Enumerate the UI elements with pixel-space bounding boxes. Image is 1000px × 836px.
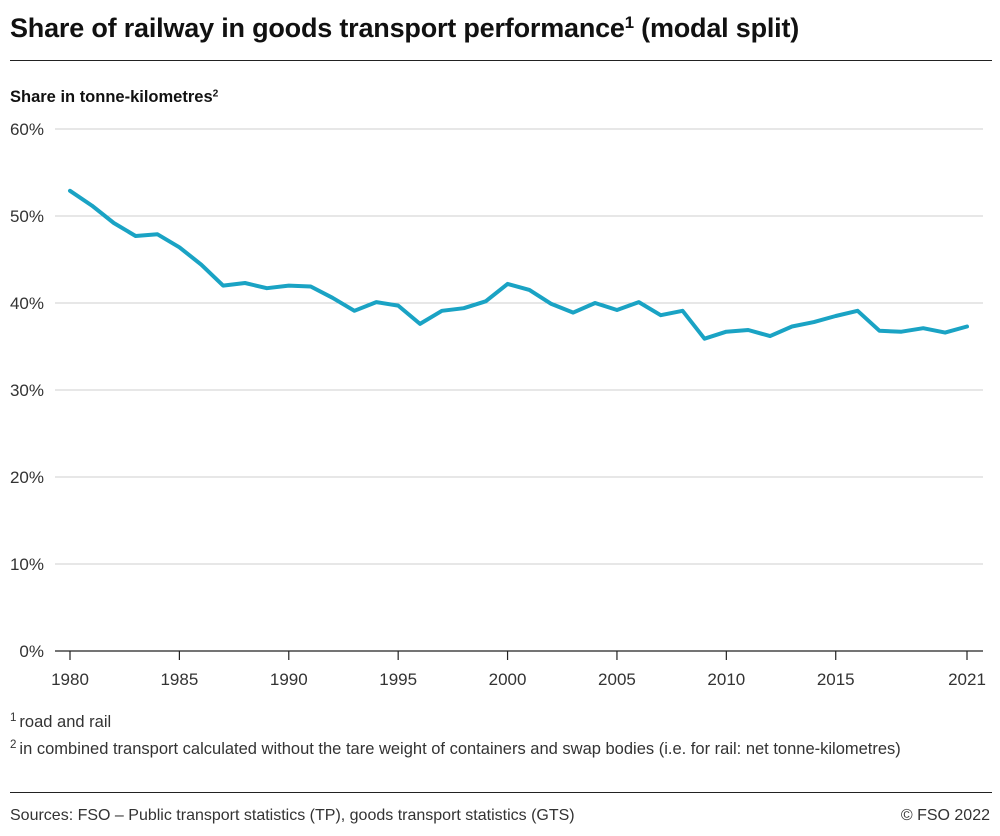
x-tick-label: 2021: [948, 670, 986, 689]
data-point: [834, 314, 838, 318]
data-point: [462, 306, 466, 310]
data-point: [440, 309, 444, 313]
data-point: [199, 263, 203, 267]
data-point: [418, 322, 422, 326]
grid-lines: [55, 128, 983, 565]
y-tick-label: 50%: [10, 207, 44, 226]
data-point: [943, 331, 947, 335]
x-tick-label: 1995: [379, 670, 417, 689]
y-tick-label: 20%: [10, 468, 44, 487]
data-point: [90, 204, 94, 208]
data-point: [659, 313, 663, 317]
data-point: [506, 282, 510, 286]
title-divider: [10, 60, 992, 61]
data-point: [856, 309, 860, 313]
series-layer: [68, 188, 969, 341]
x-tick-label: 2005: [598, 670, 636, 689]
data-point: [681, 309, 685, 313]
footnote-2: 2 in combined transport calculated withou…: [10, 739, 901, 758]
data-point: [768, 334, 772, 338]
copyright-text: © FSO 2022: [900, 807, 990, 824]
data-point: [965, 325, 969, 329]
footer-divider: [10, 792, 992, 793]
data-point: [177, 245, 181, 249]
title-footnote-marker: 1: [624, 12, 634, 32]
data-point: [265, 286, 269, 290]
data-point: [593, 301, 597, 305]
data-point: [637, 300, 641, 304]
ylabel-footnote-marker: 2: [212, 88, 219, 100]
x-axis: 1980 1985 1990 1995 2000 2005 2010 2015 2021: [51, 650, 986, 689]
y-tick-label: 40%: [10, 294, 44, 313]
data-point: [352, 309, 356, 313]
data-point: [878, 329, 882, 333]
data-point: [287, 284, 291, 288]
data-point: [221, 284, 225, 288]
chart-title: Share of railway in goods transport perf…: [10, 12, 800, 43]
y-axis-ticks: 0% 10% 20% 30% 40% 50% 60%: [10, 120, 44, 661]
data-point: [746, 328, 750, 332]
data-point: [68, 189, 72, 193]
x-tick-label: 1985: [160, 670, 198, 689]
data-point: [790, 325, 794, 329]
x-tick-label: 2015: [817, 670, 855, 689]
y-axis-label: Share in tonne-kilometres2: [10, 88, 219, 106]
y-tick-label: 30%: [10, 381, 44, 400]
data-point: [374, 300, 378, 304]
data-point: [812, 320, 816, 324]
y-tick-label: 0%: [19, 642, 44, 661]
data-point: [921, 326, 925, 330]
x-tick-label: 2000: [489, 670, 527, 689]
data-point: [156, 232, 160, 236]
x-tick-label: 1990: [270, 670, 308, 689]
series-line-0: [68, 188, 969, 341]
data-point: [309, 285, 313, 289]
data-point: [331, 296, 335, 300]
data-point: [527, 288, 531, 292]
data-point: [899, 330, 903, 334]
data-point: [243, 281, 247, 285]
data-point: [549, 302, 553, 306]
data-point: [703, 337, 707, 341]
x-tick-label: 1980: [51, 670, 89, 689]
data-point: [396, 304, 400, 308]
line-chart: 0% 10% 20% 30% 40% 50% 60% 1980 1985 1990 1995 200…: [10, 120, 986, 689]
y-tick-label: 60%: [10, 120, 44, 139]
data-point: [134, 234, 138, 238]
y-tick-label: 10%: [10, 555, 44, 574]
data-point: [484, 299, 488, 303]
data-point: [724, 330, 728, 334]
data-point: [615, 308, 619, 312]
sources-text: Sources: FSO – Public transport statisti…: [10, 807, 575, 824]
data-point: [571, 311, 575, 315]
x-tick-label: 2010: [707, 670, 745, 689]
footnote-1: 1 road and rail: [10, 712, 112, 731]
data-point: [112, 221, 116, 225]
